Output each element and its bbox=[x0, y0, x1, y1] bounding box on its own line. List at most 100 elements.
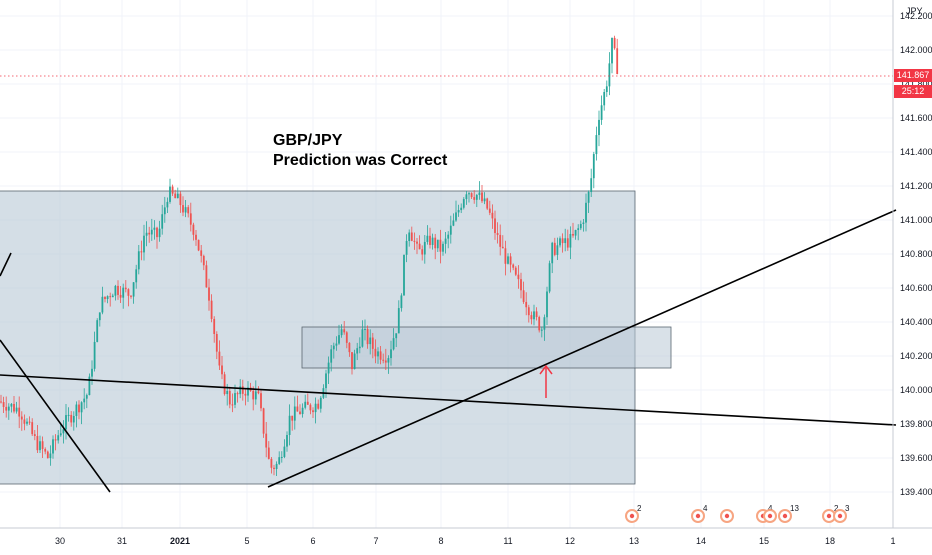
y-tick-label: 140.400 bbox=[900, 317, 932, 327]
candle bbox=[221, 355, 223, 380]
candle bbox=[447, 231, 450, 249]
candle bbox=[579, 220, 582, 231]
x-tick-label: 8 bbox=[438, 536, 443, 546]
candle bbox=[390, 340, 392, 366]
event-badge[interactable]: 4 bbox=[691, 504, 708, 523]
candle bbox=[72, 411, 75, 431]
event-badge[interactable]: 3 bbox=[833, 504, 850, 523]
candle bbox=[15, 401, 18, 414]
trendline-falling[interactable] bbox=[0, 339, 111, 493]
candle bbox=[598, 110, 600, 147]
event-badge-count: 4 bbox=[703, 504, 708, 513]
candle bbox=[80, 401, 83, 425]
candle bbox=[265, 422, 268, 458]
candle bbox=[314, 397, 317, 424]
candle bbox=[104, 296, 106, 303]
zones bbox=[0, 190, 672, 485]
candle bbox=[603, 88, 606, 111]
candle bbox=[135, 264, 138, 289]
candle bbox=[210, 294, 213, 323]
candle bbox=[410, 226, 413, 242]
candle bbox=[478, 181, 481, 200]
candle bbox=[439, 229, 442, 264]
trendline-rising[interactable] bbox=[267, 209, 897, 488]
candle bbox=[59, 424, 62, 437]
candle bbox=[98, 312, 101, 327]
last-price-tag: 141.867 bbox=[894, 69, 932, 82]
candle bbox=[335, 336, 338, 351]
candle bbox=[208, 278, 210, 311]
event-badge-count: 3 bbox=[845, 504, 850, 513]
candle bbox=[132, 281, 135, 304]
candle bbox=[195, 229, 197, 246]
event-badge[interactable]: 2 bbox=[625, 504, 642, 523]
x-tick-label: 15 bbox=[759, 536, 769, 546]
x-tick-label: 7 bbox=[373, 536, 378, 546]
price-axis[interactable]: JPY 142.200 142.000 141.800 141.600 141.400 1… bbox=[892, 0, 932, 528]
candle bbox=[205, 260, 208, 288]
candle bbox=[179, 191, 182, 213]
candle bbox=[291, 415, 294, 431]
candle bbox=[52, 435, 54, 459]
candle bbox=[26, 418, 28, 426]
candle bbox=[317, 399, 320, 410]
x-tick-label: 14 bbox=[696, 536, 706, 546]
candle bbox=[117, 280, 119, 300]
candle bbox=[101, 286, 104, 315]
candle bbox=[613, 35, 616, 50]
candle bbox=[436, 239, 439, 253]
candle bbox=[345, 331, 348, 349]
time-axis[interactable]: 30 31 2021 5 6 7 8 11 12 13 14 15 18 1 bbox=[0, 527, 932, 546]
candle bbox=[442, 241, 444, 256]
candle bbox=[148, 226, 151, 243]
candle bbox=[273, 464, 275, 476]
candle bbox=[449, 215, 452, 244]
event-badge[interactable] bbox=[720, 509, 734, 523]
trendline-short[interactable] bbox=[0, 252, 12, 277]
candle bbox=[387, 355, 390, 374]
candle bbox=[509, 253, 512, 273]
candle bbox=[39, 435, 41, 453]
candle bbox=[202, 254, 205, 271]
candle bbox=[166, 197, 169, 213]
candle bbox=[44, 447, 47, 455]
candle bbox=[587, 190, 590, 214]
event-badge[interactable] bbox=[763, 509, 777, 523]
candle bbox=[312, 407, 314, 419]
trendline-horizontal[interactable] bbox=[0, 374, 897, 426]
candle bbox=[548, 260, 551, 294]
candle bbox=[169, 178, 171, 204]
candle bbox=[538, 315, 541, 333]
candle bbox=[507, 253, 509, 265]
candle bbox=[462, 197, 465, 210]
candle bbox=[171, 184, 174, 196]
support-zone[interactable] bbox=[301, 326, 672, 369]
candle bbox=[470, 192, 473, 200]
candle bbox=[382, 353, 385, 364]
candle bbox=[119, 285, 122, 304]
candle bbox=[377, 347, 379, 364]
candle bbox=[124, 280, 127, 293]
candle bbox=[556, 237, 559, 261]
y-tick-label: 139.400 bbox=[900, 487, 932, 497]
candle bbox=[286, 431, 288, 452]
event-badges: 2 4 4 13 2 3 bbox=[625, 504, 850, 523]
candle bbox=[127, 288, 130, 307]
y-tick-label: 141.200 bbox=[900, 181, 932, 191]
candle bbox=[228, 386, 231, 409]
candle bbox=[218, 340, 221, 371]
candle bbox=[543, 314, 546, 341]
candle bbox=[418, 235, 421, 250]
event-badge[interactable]: 13 bbox=[778, 504, 799, 523]
candle bbox=[460, 203, 463, 214]
candle bbox=[67, 407, 70, 422]
candle bbox=[278, 451, 281, 466]
candle bbox=[338, 324, 340, 345]
candle bbox=[96, 318, 99, 343]
candle bbox=[327, 356, 330, 385]
candle bbox=[520, 272, 522, 299]
candle bbox=[260, 389, 262, 412]
candle bbox=[270, 457, 273, 474]
